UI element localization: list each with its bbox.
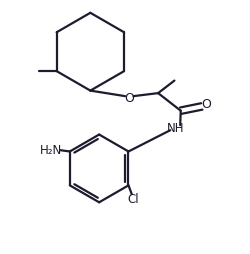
Text: NH: NH [166,122,184,135]
Text: O: O [124,92,134,105]
Text: O: O [200,98,210,111]
Text: H₂N: H₂N [40,144,62,157]
Text: Cl: Cl [127,193,139,206]
